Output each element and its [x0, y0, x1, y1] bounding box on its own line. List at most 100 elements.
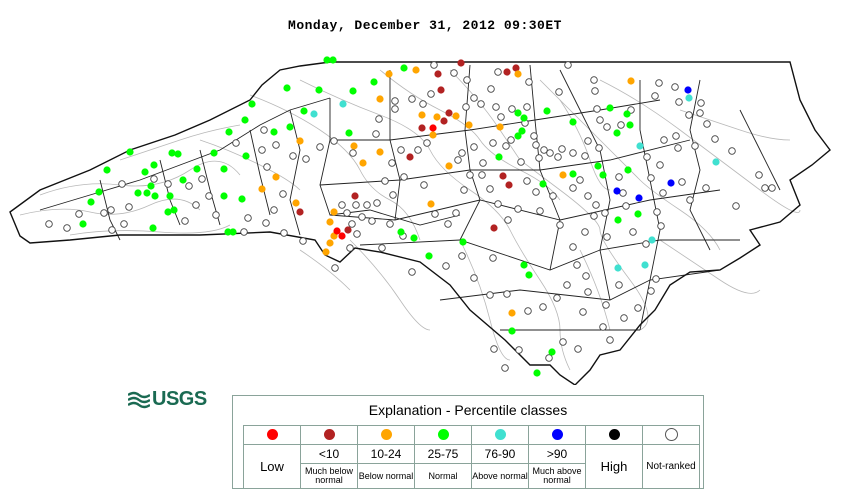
station-marker-much-below[interactable] — [344, 226, 352, 234]
station-marker-not-ranked[interactable] — [603, 123, 611, 131]
station-marker-not-ranked[interactable] — [368, 217, 376, 225]
station-marker-not-ranked[interactable] — [205, 192, 213, 200]
station-marker-much-below[interactable] — [512, 64, 520, 72]
station-marker-normal[interactable] — [599, 171, 607, 179]
station-marker-normal[interactable] — [283, 84, 291, 92]
station-marker-much-above[interactable] — [684, 86, 692, 94]
station-marker-not-ranked[interactable] — [270, 206, 278, 214]
station-marker-not-ranked[interactable] — [574, 345, 582, 353]
station-marker-normal[interactable] — [242, 152, 250, 160]
station-marker-normal[interactable] — [164, 208, 172, 216]
station-marker-not-ranked[interactable] — [349, 149, 357, 157]
station-marker-not-ranked[interactable] — [431, 210, 439, 218]
station-marker-not-ranked[interactable] — [584, 192, 592, 200]
station-marker-not-ranked[interactable] — [391, 97, 399, 105]
station-marker-not-ranked[interactable] — [595, 144, 603, 152]
station-marker-not-ranked[interactable] — [647, 174, 655, 182]
station-marker-normal[interactable] — [533, 369, 541, 377]
station-marker-normal[interactable] — [323, 56, 331, 64]
station-marker-not-ranked[interactable] — [590, 76, 598, 84]
station-marker-not-ranked[interactable] — [569, 184, 577, 192]
station-marker-normal[interactable] — [370, 78, 378, 86]
station-marker-not-ranked[interactable] — [478, 171, 486, 179]
station-marker-not-ranked[interactable] — [620, 314, 628, 322]
station-marker-not-ranked[interactable] — [659, 189, 667, 197]
station-marker-not-ranked[interactable] — [634, 304, 642, 312]
station-marker-normal[interactable] — [166, 192, 174, 200]
station-marker-not-ranked[interactable] — [454, 156, 462, 164]
station-marker-normal[interactable] — [520, 114, 528, 122]
station-marker-not-ranked[interactable] — [569, 243, 577, 251]
station-marker-not-ranked[interactable] — [373, 199, 381, 207]
station-marker-not-ranked[interactable] — [564, 61, 572, 69]
station-marker-not-ranked[interactable] — [652, 275, 660, 283]
station-marker-normal[interactable] — [286, 123, 294, 131]
station-marker-not-ranked[interactable] — [555, 88, 563, 96]
station-marker-not-ranked[interactable] — [423, 139, 431, 147]
station-marker-not-ranked[interactable] — [532, 188, 540, 196]
station-marker-normal[interactable] — [174, 150, 182, 158]
station-marker-not-ranked[interactable] — [494, 200, 502, 208]
station-marker-not-ranked[interactable] — [590, 212, 598, 220]
station-marker-not-ranked[interactable] — [452, 209, 460, 217]
station-marker-not-ranked[interactable] — [470, 274, 478, 282]
station-marker-normal[interactable] — [126, 148, 134, 156]
station-marker-not-ranked[interactable] — [653, 208, 661, 216]
station-marker-normal[interactable] — [103, 166, 111, 174]
station-marker-below[interactable] — [376, 148, 384, 156]
station-marker-normal[interactable] — [397, 228, 405, 236]
station-marker-not-ranked[interactable] — [558, 145, 566, 153]
station-marker-not-ranked[interactable] — [343, 209, 351, 217]
station-marker-not-ranked[interactable] — [569, 149, 577, 157]
station-marker-below[interactable] — [292, 199, 300, 207]
station-marker-normal[interactable] — [345, 129, 353, 137]
station-marker-not-ranked[interactable] — [232, 139, 240, 147]
station-marker-below[interactable] — [445, 162, 453, 170]
station-marker-normal[interactable] — [87, 198, 95, 206]
station-marker-not-ranked[interactable] — [263, 163, 271, 171]
station-marker-below[interactable] — [627, 77, 635, 85]
station-marker-not-ranked[interactable] — [556, 221, 564, 229]
station-marker-below[interactable] — [514, 70, 522, 78]
station-marker-not-ranked[interactable] — [192, 201, 200, 209]
station-marker-not-ranked[interactable] — [523, 177, 531, 185]
station-marker-normal[interactable] — [539, 180, 547, 188]
station-marker-not-ranked[interactable] — [517, 158, 525, 166]
station-marker-not-ranked[interactable] — [477, 100, 485, 108]
station-marker-not-ranked[interactable] — [728, 147, 736, 155]
station-marker-not-ranked[interactable] — [553, 294, 561, 302]
station-marker-not-ranked[interactable] — [330, 137, 338, 145]
station-marker-not-ranked[interactable] — [450, 69, 458, 77]
station-marker-not-ranked[interactable] — [353, 230, 361, 238]
station-marker-normal[interactable] — [300, 107, 308, 115]
station-marker-not-ranked[interactable] — [125, 203, 133, 211]
station-marker-not-ranked[interactable] — [100, 209, 108, 217]
station-marker-not-ranked[interactable] — [601, 209, 609, 217]
station-marker-above[interactable] — [648, 236, 656, 244]
station-marker-not-ranked[interactable] — [660, 136, 668, 144]
station-marker-normal[interactable] — [270, 128, 278, 136]
station-marker-not-ranked[interactable] — [486, 291, 494, 299]
station-marker-not-ranked[interactable] — [375, 115, 383, 123]
station-marker-not-ranked[interactable] — [486, 185, 494, 193]
station-marker-not-ranked[interactable] — [386, 220, 394, 228]
station-marker-normal[interactable] — [525, 271, 533, 279]
station-marker-not-ranked[interactable] — [523, 103, 531, 111]
station-marker-much-below[interactable] — [406, 153, 414, 161]
station-marker-much-below[interactable] — [499, 172, 507, 180]
station-marker-not-ranked[interactable] — [460, 186, 468, 194]
station-marker-below[interactable] — [296, 137, 304, 145]
station-marker-above[interactable] — [614, 264, 622, 272]
station-marker-below[interactable] — [326, 239, 334, 247]
station-marker-much-above[interactable] — [613, 187, 621, 195]
station-marker-not-ranked[interactable] — [697, 99, 705, 107]
station-marker-not-ranked[interactable] — [563, 281, 571, 289]
station-marker-normal[interactable] — [626, 121, 634, 129]
station-marker-not-ranked[interactable] — [582, 272, 590, 280]
station-marker-normal[interactable] — [224, 228, 232, 236]
station-marker-not-ranked[interactable] — [651, 92, 659, 100]
station-marker-not-ranked[interactable] — [755, 171, 763, 179]
station-marker-not-ranked[interactable] — [302, 155, 310, 163]
station-marker-not-ranked[interactable] — [299, 237, 307, 245]
station-marker-below[interactable] — [429, 131, 437, 139]
